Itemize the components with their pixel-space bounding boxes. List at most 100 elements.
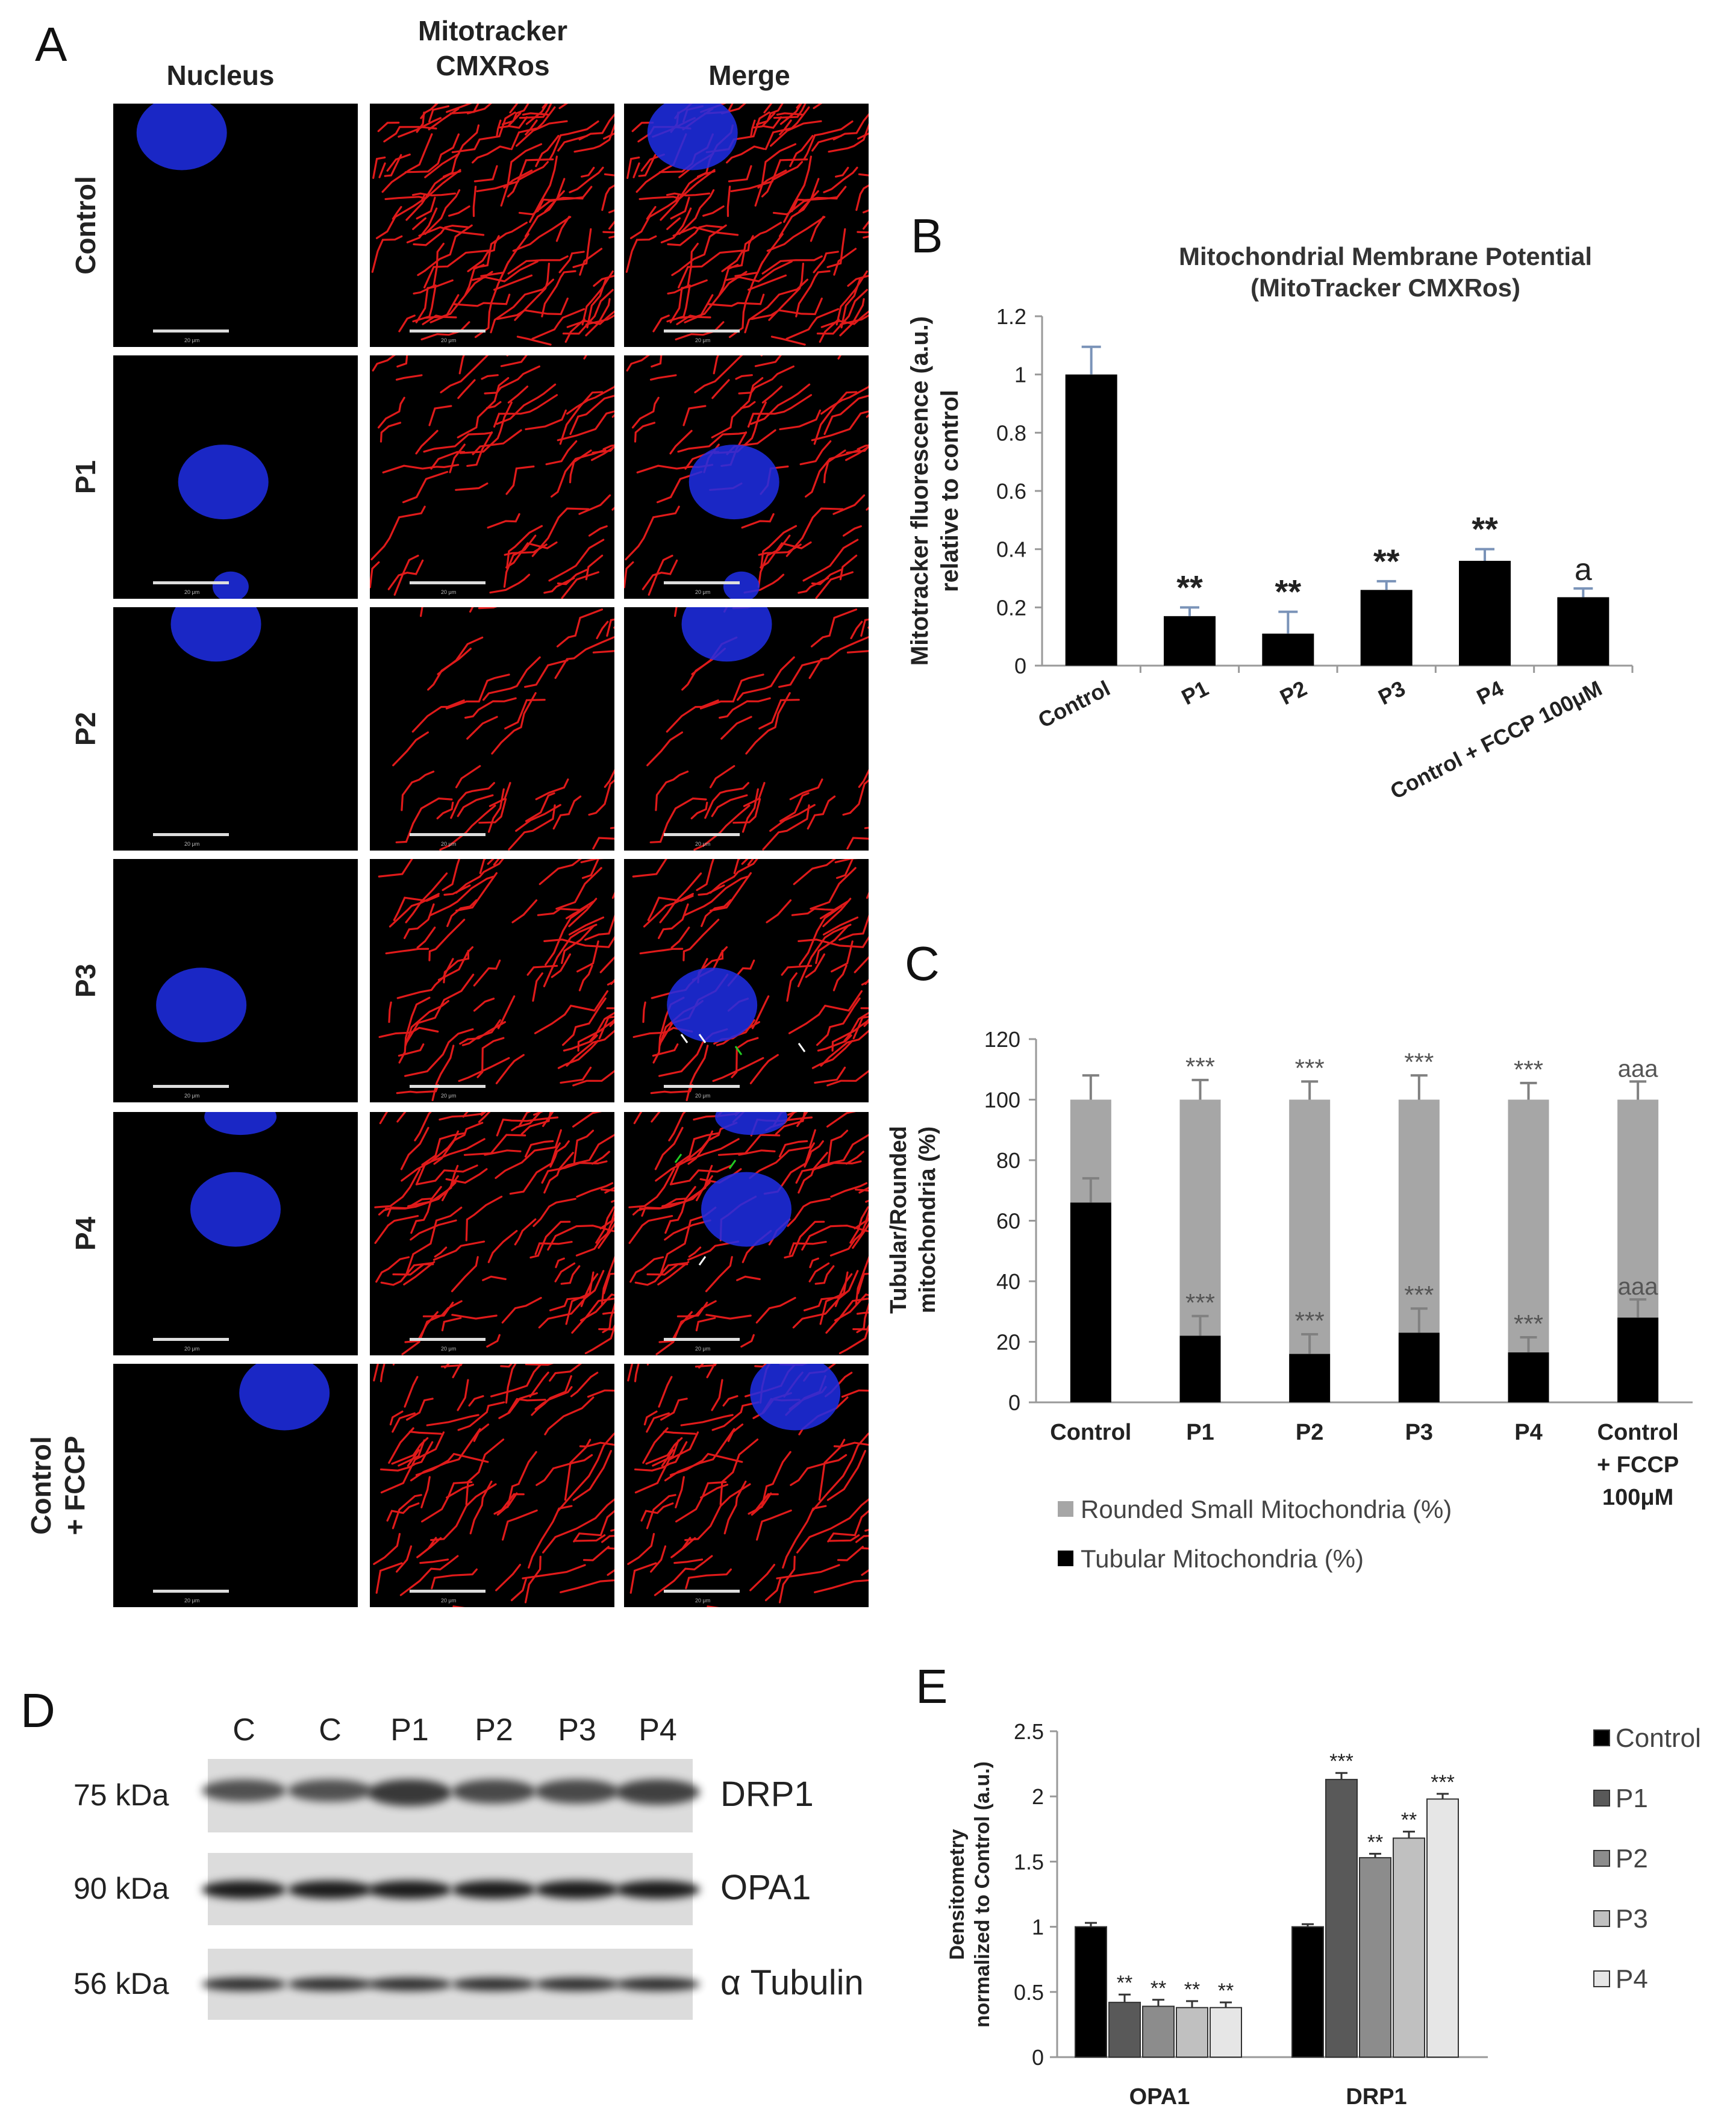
- scale-bar: [410, 833, 486, 836]
- mitochondria-stain: [601, 184, 614, 211]
- mitochondria-stain: [608, 220, 614, 230]
- mitochondria-stain: [446, 899, 478, 927]
- scale-bar: [664, 581, 740, 584]
- bar-tubular: [1398, 1332, 1440, 1402]
- mitochondria-stain: [431, 1045, 455, 1102]
- significance-mark: **: [1184, 1978, 1200, 2001]
- significance-mark: ***: [1185, 1052, 1215, 1081]
- mitochondria-stain: [569, 395, 614, 436]
- mitochondria-stain: [428, 105, 450, 123]
- mitochondria-stain: [756, 104, 784, 125]
- y-tick-label: 0.4: [996, 537, 1026, 562]
- mitochondria-stain: [631, 396, 660, 429]
- mitochondria-stain: [555, 1257, 565, 1269]
- mitochondria-stain: [841, 1389, 869, 1398]
- micrograph-image: [624, 355, 869, 599]
- mitochondria-stain: [860, 1007, 869, 1010]
- mitochondria-stain: [588, 525, 608, 537]
- mitochondria-stain: [687, 1240, 740, 1261]
- mitochondria-stain: [570, 1372, 599, 1398]
- mitochondria-stain: [825, 1298, 869, 1334]
- mitochondria-stain: [700, 1484, 729, 1499]
- mitochondria-stain: [562, 289, 614, 335]
- mitochondria-stain: [561, 571, 599, 599]
- mitochondria-stain: [374, 1215, 419, 1244]
- micrograph-3-1: 20 μm: [370, 859, 614, 1102]
- mitochondria-stain: [461, 1019, 501, 1046]
- mitochondria-stain: [814, 1265, 835, 1285]
- mitochondria-stain: [833, 1442, 869, 1448]
- mitochondria-stain: [720, 104, 746, 114]
- mitochondria-stain: [569, 166, 604, 193]
- nucleus-stain: [715, 1112, 788, 1135]
- mitochondria-stain: [807, 795, 836, 830]
- significance-mark: ***: [1404, 1281, 1434, 1309]
- row-label-line: Control: [70, 176, 101, 275]
- mitochondria-stain: [796, 1112, 808, 1127]
- legend-label: P2: [1616, 1844, 1648, 1873]
- mitochondria-stain: [533, 1112, 544, 1116]
- significance-mark: ***: [1295, 1054, 1325, 1082]
- mitochondria-stain: [833, 248, 857, 276]
- lane-label: C: [319, 1713, 342, 1748]
- mitochondria-stain: [529, 1220, 571, 1259]
- mitochondria-stain: [457, 377, 510, 439]
- bar: [1459, 561, 1511, 666]
- mitochondria-stain: [589, 1011, 614, 1042]
- mitochondria-stain: [670, 196, 690, 220]
- significance-mark: **: [1176, 568, 1203, 606]
- bar: [1065, 374, 1117, 666]
- mitochondria-stain: [559, 1134, 614, 1170]
- mitochondria-stain: [500, 1493, 525, 1511]
- legend-swatch: [1593, 1729, 1610, 1746]
- mitochondria-stain: [593, 275, 614, 287]
- mitochondria-stain: [375, 1562, 403, 1594]
- mitochondria-stain: [417, 224, 473, 276]
- mitochondria-stain: [799, 440, 832, 466]
- micrograph-5-1: 20 μm: [370, 1364, 614, 1607]
- mitochondria-stain: [778, 1555, 796, 1604]
- mitochondria-stain: [728, 165, 752, 183]
- mitochondria-stain: [658, 1311, 693, 1343]
- mitochondria-stain: [392, 1412, 416, 1433]
- mitochondria-stain: [458, 355, 465, 375]
- row-label-1: P1: [69, 460, 102, 494]
- row-label-line: P1: [70, 460, 101, 495]
- mitochondria-stain: [634, 1431, 699, 1494]
- mitochondria-stain: [452, 1364, 462, 1378]
- mitochondria-stain: [498, 112, 522, 129]
- mitochondria-stain: [740, 401, 756, 409]
- scale-bar: [664, 330, 740, 333]
- mitochondria-stain: [666, 284, 691, 323]
- scale-bar-label: 20 μm: [441, 337, 457, 343]
- mitochondria-stain: [629, 194, 680, 239]
- mitochondria-stain: [423, 431, 493, 453]
- mitochondria-stain: [382, 464, 460, 473]
- mitochondria-stain: [501, 1297, 542, 1324]
- mitochondria-stain: [669, 279, 708, 323]
- mitochondria-stain: [822, 916, 859, 935]
- mitochondria-stain: [531, 1375, 572, 1416]
- x-tick-label: P3: [1405, 1420, 1433, 1445]
- mitochondria-stain: [549, 1364, 582, 1382]
- panel-label-c: C: [905, 937, 940, 990]
- mitochondria-stain: [811, 1040, 854, 1069]
- mitochondria-stain: [473, 222, 528, 269]
- mitochondria-stain: [852, 1222, 869, 1249]
- mitochondria-stain: [573, 1510, 614, 1543]
- mitochondria-stain: [563, 1034, 598, 1052]
- scale-bar: [664, 1085, 740, 1088]
- nucleus-stain: [647, 104, 738, 170]
- micrograph-image: [156, 967, 247, 1043]
- mitochondria-stain: [760, 525, 798, 569]
- mitochondria-stain: [436, 801, 454, 820]
- row-label-5: Control + FCCP: [24, 1436, 92, 1535]
- mitochondria-stain: [862, 209, 869, 214]
- mitochondria-stain: [834, 859, 858, 863]
- mitochondria-stain: [713, 355, 719, 375]
- mitochondria-stain: [657, 1261, 690, 1285]
- mitochondria-stain: [579, 248, 603, 276]
- row-label-4: P4: [69, 1217, 102, 1251]
- mitochondria-stain: [572, 1112, 602, 1128]
- mitochondria-stain: [549, 120, 599, 161]
